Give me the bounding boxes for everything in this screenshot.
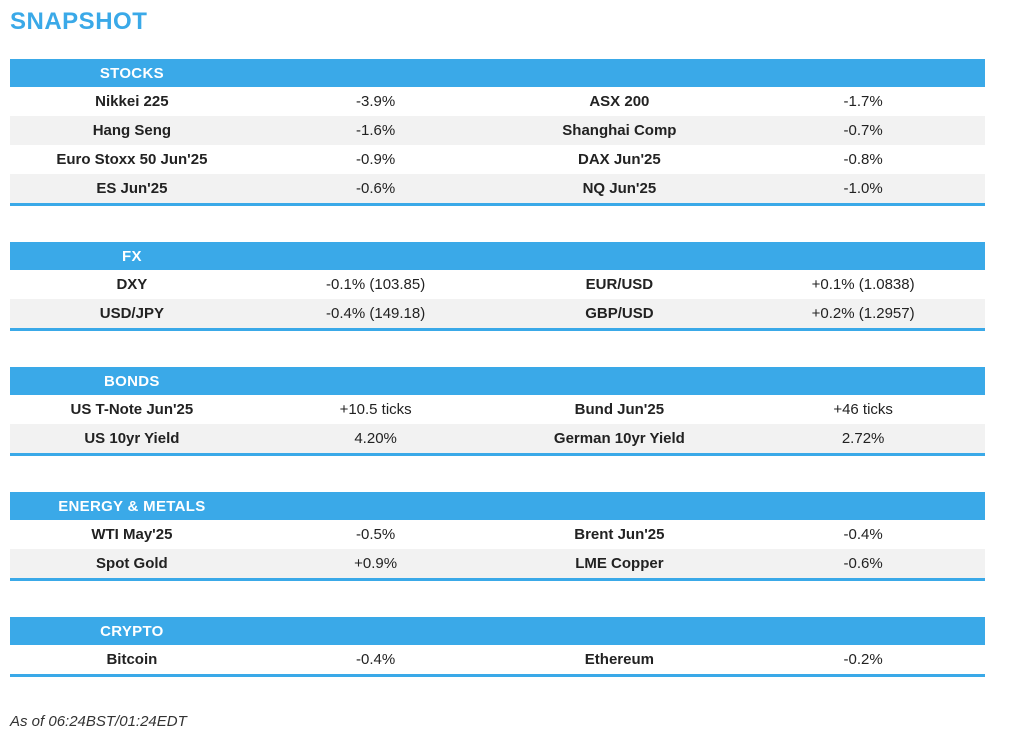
instrument-value: +0.1% (1.0838) — [811, 276, 915, 293]
instrument-label: Hang Seng — [92, 122, 172, 139]
instrument-label: Brent Jun'25 — [574, 526, 665, 543]
instrument-label: Ethereum — [584, 651, 654, 668]
instrument-value: +46 ticks — [833, 401, 893, 418]
table-row: USD/JPY -0.4% (149.18) GBP/USD +0.2% (1.… — [10, 299, 985, 328]
table-row: US T-Note Jun'25 +10.5 ticks Bund Jun'25… — [10, 395, 985, 424]
section-energy-metals: ENERGY & METALS WTI May'25 -0.5% Brent J… — [10, 492, 985, 581]
instrument-label: ES Jun'25 — [96, 180, 168, 197]
table-row: Hang Seng -1.6% Shanghai Comp -0.7% — [10, 116, 985, 145]
section-rows: Bitcoin -0.4% Ethereum -0.2% — [10, 645, 985, 674]
section-rows: WTI May'25 -0.5% Brent Jun'25 -0.4% Spot… — [10, 520, 985, 578]
instrument-value: -0.4% (149.18) — [326, 305, 426, 322]
instrument-value: -0.1% (103.85) — [326, 276, 426, 293]
instrument-label: Nikkei 225 — [95, 93, 169, 110]
instrument-value: -0.6% — [843, 555, 883, 572]
section-header-bar: ENERGY & METALS — [10, 492, 985, 520]
table-row: WTI May'25 -0.5% Brent Jun'25 -0.4% — [10, 520, 985, 549]
table-row: Euro Stoxx 50 Jun'25 -0.9% DAX Jun'25 -0… — [10, 145, 985, 174]
instrument-value: -0.9% — [356, 151, 396, 168]
section-header-bar: CRYPTO — [10, 617, 985, 645]
instrument-label: Spot Gold — [96, 555, 168, 572]
instrument-value: +0.9% — [354, 555, 398, 572]
instrument-value: -0.8% — [843, 151, 883, 168]
instrument-label: Bitcoin — [106, 651, 158, 668]
instrument-value: +10.5 ticks — [339, 401, 412, 418]
section-stocks: STOCKS Nikkei 225 -3.9% ASX 200 -1.7% Ha… — [10, 59, 985, 206]
instrument-label: WTI May'25 — [91, 526, 173, 543]
instrument-label: Shanghai Comp — [562, 122, 677, 139]
instrument-label: GBP/USD — [585, 305, 654, 322]
section-header-label: STOCKS — [99, 64, 164, 82]
table-row: US 10yr Yield 4.20% German 10yr Yield 2.… — [10, 424, 985, 453]
timestamp-note: As of 06:24BST/01:24EDT — [10, 713, 187, 730]
section-bonds: BONDS US T-Note Jun'25 +10.5 ticks Bund … — [10, 367, 985, 456]
instrument-value: -0.4% — [843, 526, 883, 543]
instrument-value: -0.5% — [356, 526, 396, 543]
table-row: ES Jun'25 -0.6% NQ Jun'25 -1.0% — [10, 174, 985, 203]
section-header-label: FX — [121, 247, 142, 265]
section-rows: Nikkei 225 -3.9% ASX 200 -1.7% Hang Seng… — [10, 87, 985, 203]
instrument-label: USD/JPY — [99, 305, 164, 322]
instrument-label: Bund Jun'25 — [574, 401, 665, 418]
instrument-value: -3.9% — [356, 93, 396, 110]
instrument-value: -0.7% — [843, 122, 883, 139]
section-fx: FX DXY -0.1% (103.85) EUR/USD +0.1% (1.0… — [10, 242, 985, 331]
instrument-value: 4.20% — [354, 430, 397, 447]
section-header-label: ENERGY & METALS — [58, 497, 206, 515]
section-header-label: BONDS — [104, 372, 160, 390]
instrument-label: DAX Jun'25 — [577, 151, 661, 168]
page-title: SNAPSHOT — [10, 8, 148, 35]
instrument-value: 2.72% — [841, 430, 885, 447]
section-header-bar: BONDS — [10, 367, 985, 395]
table-row: Bitcoin -0.4% Ethereum -0.2% — [10, 645, 985, 674]
snapshot-document: SNAPSHOT STOCKS Nikkei 225 -3.9% ASX 200… — [10, 8, 985, 730]
instrument-value: -0.6% — [356, 180, 396, 197]
instrument-value: -0.4% — [356, 651, 396, 668]
instrument-value: -1.0% — [843, 180, 883, 197]
table-row: Nikkei 225 -3.9% ASX 200 -1.7% — [10, 87, 985, 116]
section-header-label: CRYPTO — [100, 622, 164, 640]
section-rows: US T-Note Jun'25 +10.5 ticks Bund Jun'25… — [10, 395, 985, 453]
instrument-label: DXY — [116, 276, 148, 293]
instrument-label: German 10yr Yield — [553, 430, 685, 447]
instrument-label: US 10yr Yield — [84, 430, 180, 447]
section-header-bar: STOCKS — [10, 59, 985, 87]
table-row: DXY -0.1% (103.85) EUR/USD +0.1% (1.0838… — [10, 270, 985, 299]
instrument-label: Euro Stoxx 50 Jun'25 — [56, 151, 208, 168]
instrument-label: US T-Note Jun'25 — [70, 401, 194, 418]
instrument-value: -0.2% — [843, 651, 883, 668]
section-rows: DXY -0.1% (103.85) EUR/USD +0.1% (1.0838… — [10, 270, 985, 328]
section-crypto: CRYPTO Bitcoin -0.4% Ethereum -0.2% — [10, 617, 985, 677]
instrument-label: ASX 200 — [589, 93, 650, 110]
instrument-value: -1.7% — [843, 93, 883, 110]
instrument-value: +0.2% (1.2957) — [811, 305, 915, 322]
instrument-label: NQ Jun'25 — [582, 180, 657, 197]
instrument-label: LME Copper — [575, 555, 664, 572]
section-header-bar: FX — [10, 242, 985, 270]
instrument-value: -1.6% — [356, 122, 396, 139]
instrument-label: EUR/USD — [585, 276, 654, 293]
table-row: Spot Gold +0.9% LME Copper -0.6% — [10, 549, 985, 578]
